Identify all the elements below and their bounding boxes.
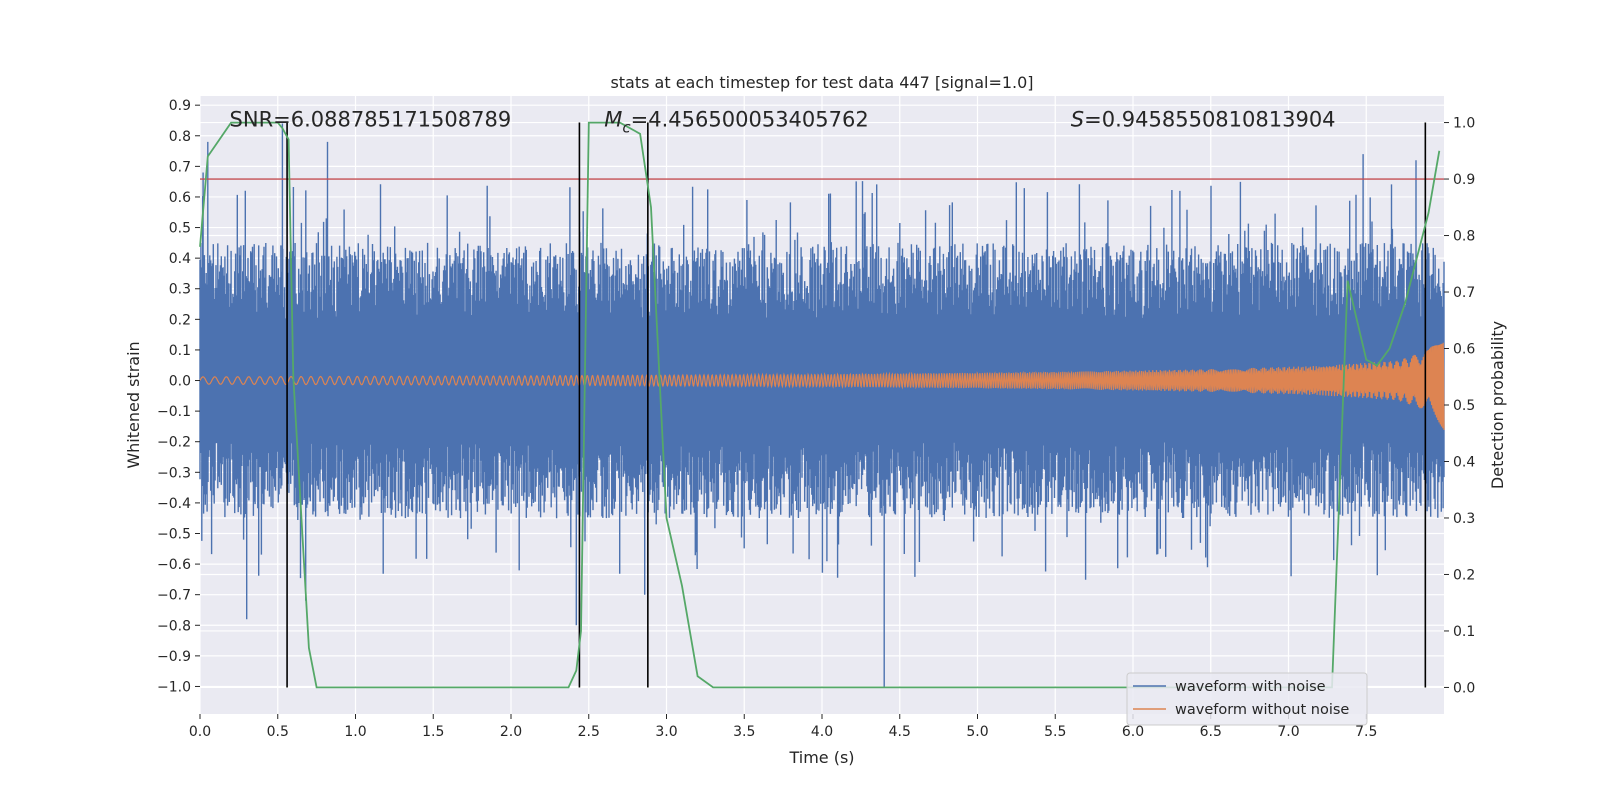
x-tick-label: 5.5 — [1044, 724, 1066, 740]
y-right-tick-label: 0.2 — [1453, 567, 1475, 583]
x-tick-label: 7.0 — [1277, 724, 1299, 740]
x-tick-label: 7.5 — [1355, 724, 1377, 740]
vertical-markers — [286, 122, 1427, 688]
x-tick-label: 2.0 — [500, 724, 522, 740]
y-left-tick-label: 0.8 — [169, 129, 191, 145]
annotation-s-value: =0.9458550810813904 — [1084, 108, 1335, 132]
annotation-s-symbol: S — [1071, 108, 1084, 132]
annotation-chirp-mass-subscript: c — [622, 119, 631, 137]
y-left-tick-label: 0.6 — [169, 190, 191, 206]
y-right-tick-label: 0.5 — [1453, 398, 1475, 414]
x-tick-label: 4.0 — [811, 724, 833, 740]
x-tick-label: 6.0 — [1122, 724, 1144, 740]
y-left-tick-label: 0.0 — [169, 374, 191, 390]
legend-frame — [1126, 672, 1368, 726]
x-tick-label: 3.5 — [733, 724, 755, 740]
y-left-tick-label: −0.8 — [157, 618, 191, 634]
y-axis-label-right: Detection probability — [1488, 321, 1507, 489]
y-right-tick-label: 0.8 — [1453, 229, 1475, 245]
x-tick-label: 0.5 — [267, 724, 289, 740]
y-right-tick-label: 0.1 — [1453, 624, 1475, 640]
annotation-chirp-mass-value: =4.456500053405762 — [631, 108, 869, 132]
chart-title: stats at each timestep for test data 447… — [610, 73, 1033, 92]
x-tick-label: 5.0 — [966, 724, 988, 740]
y-left-tick-label: 0.4 — [169, 251, 191, 267]
annotation-s-statistic: S=0.9458550810813904 — [1071, 108, 1336, 132]
waveform-without-noise-line — [199, 342, 1445, 431]
y-right-tick-label: 0.4 — [1453, 454, 1475, 470]
x-tick-label: 1.0 — [344, 724, 366, 740]
detection-probability-line — [199, 121, 1441, 689]
x-tick-label: 4.5 — [889, 724, 911, 740]
x-tick-label: 2.5 — [578, 724, 600, 740]
series-layer — [199, 121, 1445, 689]
y-right-tick-label: 0.9 — [1453, 172, 1475, 188]
y-left-tick-label: 0.1 — [169, 343, 191, 359]
y-right-tick-label: 0.3 — [1453, 511, 1475, 527]
legend-label-clean: waveform without noise — [1175, 702, 1349, 718]
x-tick-label: 0.0 — [189, 724, 211, 740]
y-right-tick-label: 0.7 — [1453, 285, 1475, 301]
y-left-tick-label: 0.5 — [169, 221, 191, 237]
annotation-chirp-mass: Mc=4.456500053405762 — [604, 108, 868, 137]
annotations: SNR=6.088785171508789 Mc=4.4565000534057… — [230, 108, 1336, 137]
y-left-tick-label: −0.2 — [157, 435, 191, 451]
x-tick-label: 6.5 — [1200, 724, 1222, 740]
y-left-tick-label: −0.3 — [157, 465, 191, 481]
annotation-snr: SNR=6.088785171508789 — [230, 108, 512, 132]
y-left-tick-label: −0.4 — [157, 496, 191, 512]
y-left-tick-label: 0.3 — [169, 282, 191, 298]
y-right-tick-label: 1.0 — [1453, 116, 1475, 132]
y-left-tick-label: −0.6 — [157, 557, 191, 573]
legend: waveform with noise waveform without noi… — [1126, 672, 1368, 726]
y-right-tick-label: 0.6 — [1453, 342, 1475, 358]
y-left-tick-label: 0.2 — [169, 312, 191, 328]
y-left-tick-label: −0.9 — [157, 649, 191, 665]
x-tick-label: 1.5 — [422, 724, 444, 740]
y-left-tick-label: −0.1 — [157, 404, 191, 420]
y-left-tick-label: 0.9 — [169, 98, 191, 114]
y-axis-label-left: Whitened strain — [124, 341, 143, 468]
axis-ticks: 0.0 0.5 1.0 1.5 2.0 2.5 3.0 3.5 4.0 4.5 5.0 5.5 6.0 6… — [157, 98, 1475, 740]
x-axis-label: Time (s) — [788, 748, 854, 767]
y-right-tick-label: 0.0 — [1453, 680, 1475, 696]
annotation-chirp-mass-symbol: M — [604, 108, 622, 132]
y-left-tick-label: −0.7 — [157, 588, 191, 604]
y-left-tick-label: 0.7 — [169, 159, 191, 175]
y-left-tick-label: −1.0 — [157, 679, 191, 695]
x-tick-label: 3.0 — [655, 724, 677, 740]
y-left-tick-label: −0.5 — [157, 526, 191, 542]
legend-label-noise: waveform with noise — [1175, 679, 1326, 695]
